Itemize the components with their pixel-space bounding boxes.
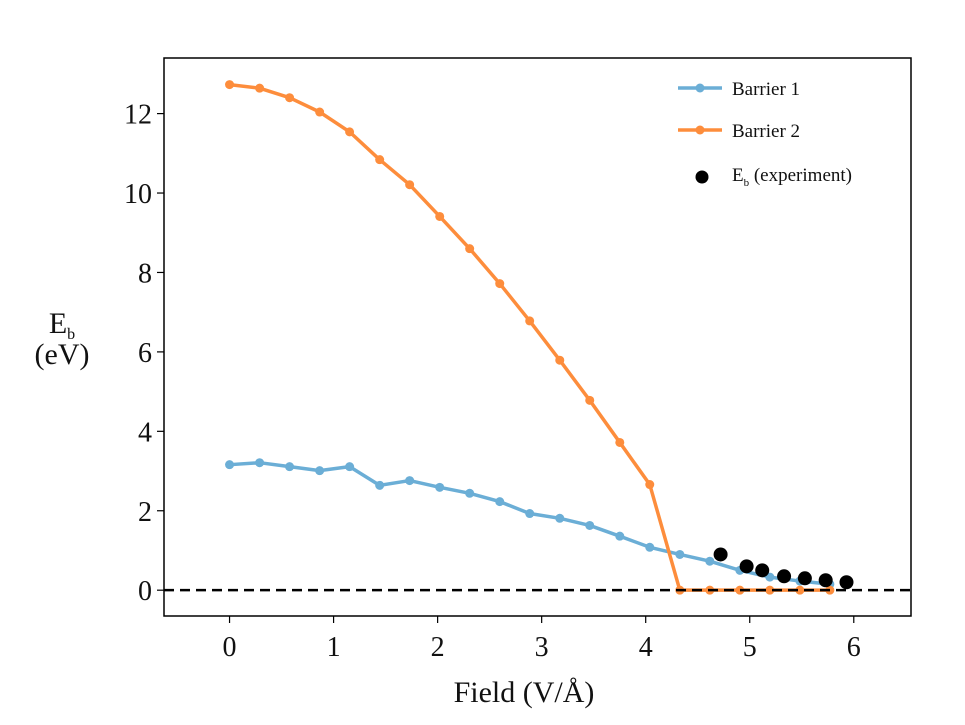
data-point-barrier-1 <box>255 458 265 468</box>
y-tick-label: 2 <box>138 497 152 528</box>
legend: Barrier 1 Barrier 2 Eb (experiment) <box>678 79 852 189</box>
data-point-barrier-2 <box>795 585 805 595</box>
x-axis-ticks: 0 1 2 3 4 5 6 <box>223 616 861 663</box>
legend-label-experiment-sub: b <box>744 177 750 189</box>
data-point-barrier-2 <box>735 585 745 595</box>
data-point-barrier-1 <box>615 531 625 541</box>
x-tick-label: 2 <box>431 632 445 663</box>
y-tick-label: 0 <box>138 576 152 607</box>
x-tick-label: 0 <box>223 632 237 663</box>
y-tick-label: 8 <box>138 258 152 289</box>
data-point-barrier-1 <box>525 509 535 519</box>
y-axis-label-sub: b <box>67 326 75 343</box>
data-point-barrier-1 <box>345 462 355 472</box>
data-point-experiment <box>797 571 812 586</box>
y-axis-unit: (eV) <box>35 338 90 371</box>
x-tick-label: 1 <box>327 632 341 663</box>
y-tick-label: 10 <box>124 179 152 210</box>
plot-frame <box>163 57 912 617</box>
legend-label-experiment: Eb (experiment) <box>732 165 852 189</box>
data-point-barrier-1 <box>555 513 565 523</box>
data-point-experiment <box>755 563 770 578</box>
x-axis-label: Field (V/Å) <box>454 676 595 709</box>
data-point-barrier-1 <box>285 462 295 472</box>
y-axis-label: Eb <box>49 307 75 343</box>
legend-marker-experiment <box>695 170 709 184</box>
data-point-barrier-2 <box>255 83 265 93</box>
y-tick-label: 4 <box>138 417 152 448</box>
data-point-barrier-2 <box>465 244 475 254</box>
y-tick-label: 6 <box>138 338 152 369</box>
data-point-barrier-2 <box>375 155 385 165</box>
data-point-barrier-1 <box>705 556 715 566</box>
data-point-experiment <box>713 547 728 562</box>
y-axis-label-main: E <box>49 307 67 340</box>
data-point-barrier-2 <box>315 107 325 117</box>
data-point-barrier-2 <box>285 93 295 103</box>
x-tick-label: 4 <box>639 632 653 663</box>
y-axis-ticks: 0 2 4 6 8 10 12 <box>124 100 164 607</box>
data-point-barrier-2 <box>435 211 445 221</box>
legend-label-barrier-1: Barrier 1 <box>732 79 800 100</box>
data-point-experiment <box>777 569 792 584</box>
x-tick-label: 6 <box>847 632 861 663</box>
data-point-barrier-1 <box>675 549 685 559</box>
data-point-barrier-2 <box>765 585 775 595</box>
legend-label-experiment-rest: (experiment) <box>749 165 852 186</box>
data-point-barrier-2 <box>615 437 625 447</box>
y-tick-label: 12 <box>124 100 152 131</box>
data-point-barrier-1 <box>405 476 415 486</box>
data-point-barrier-2 <box>525 316 535 326</box>
x-tick-label: 3 <box>535 632 549 663</box>
data-point-barrier-2 <box>555 355 565 365</box>
data-point-barrier-2 <box>345 127 355 137</box>
data-point-barrier-1 <box>495 497 505 507</box>
data-point-experiment <box>739 559 754 574</box>
data-point-experiment <box>839 575 854 590</box>
data-point-barrier-1 <box>465 488 475 498</box>
legend-label-experiment-main: E <box>732 165 744 186</box>
data-point-barrier-2 <box>225 80 235 90</box>
data-point-barrier-1 <box>435 482 445 492</box>
data-point-barrier-2 <box>405 180 415 190</box>
data-point-barrier-2 <box>495 279 505 289</box>
data-point-barrier-1 <box>375 480 385 490</box>
data-point-barrier-2 <box>585 395 595 405</box>
data-point-experiment <box>818 573 833 588</box>
legend-marker-barrier-1 <box>695 83 705 93</box>
data-point-barrier-1 <box>315 466 325 476</box>
data-point-barrier-1 <box>585 520 595 530</box>
data-point-barrier-1 <box>645 542 655 552</box>
x-tick-label: 5 <box>743 632 757 663</box>
legend-marker-barrier-2 <box>695 125 705 135</box>
data-point-barrier-2 <box>645 480 655 490</box>
data-point-barrier-1 <box>225 460 235 470</box>
legend-label-barrier-2: Barrier 2 <box>732 121 800 142</box>
series-group <box>164 80 911 595</box>
